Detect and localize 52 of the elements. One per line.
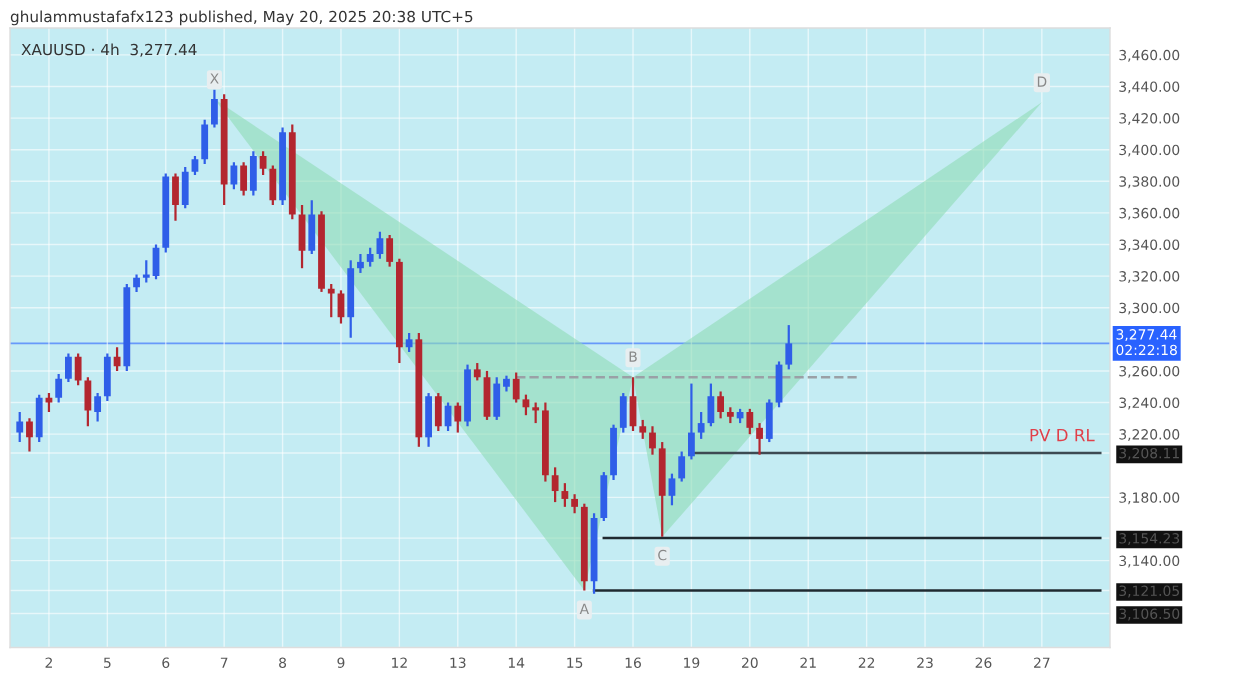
candlestick	[327, 282, 335, 319]
candlestick	[425, 391, 432, 448]
candlestick	[26, 417, 33, 453]
candlestick	[600, 470, 608, 523]
candlestick	[658, 440, 666, 538]
candlestick	[211, 88, 218, 129]
candlestick	[172, 172, 179, 222]
candlestick	[551, 466, 559, 504]
candlestick	[103, 352, 111, 403]
data-label: PV D RL	[1030, 428, 1095, 442]
candlestick	[249, 150, 257, 197]
candlestick	[94, 391, 102, 423]
candlestick	[55, 372, 63, 404]
candlestick	[45, 391, 53, 414]
candlestick	[649, 425, 656, 456]
candlestick	[454, 401, 462, 434]
candlestick	[16, 410, 24, 444]
candlestick	[386, 233, 394, 268]
candlestick	[678, 450, 686, 483]
candlestick	[240, 161, 248, 197]
candlestick	[84, 376, 92, 428]
candlestick	[405, 331, 413, 354]
candlestick	[181, 165, 189, 210]
candlestick	[639, 418, 647, 440]
candlestick	[707, 382, 715, 428]
candlestick	[746, 407, 754, 436]
candlestick	[35, 393, 43, 444]
candlestick	[571, 493, 579, 515]
candlestick	[668, 472, 676, 507]
candlestick	[532, 401, 540, 425]
candlestick	[561, 482, 569, 508]
candlestick	[230, 161, 238, 191]
candlestick	[765, 398, 773, 444]
candlestick	[619, 391, 627, 434]
candlestick	[697, 410, 705, 440]
candlestick	[756, 421, 763, 456]
candlestick	[785, 324, 793, 371]
candlestick	[366, 246, 374, 268]
candlestick	[201, 118, 209, 166]
candlestick	[259, 150, 267, 177]
candlestick	[610, 423, 617, 482]
candlestick	[512, 371, 520, 404]
candlestick	[357, 252, 364, 275]
candlestick	[434, 391, 442, 433]
candlestick	[688, 382, 695, 461]
candlestick	[65, 352, 72, 384]
candlestick	[717, 390, 725, 420]
candlestick	[308, 199, 316, 256]
candlestick	[269, 164, 277, 207]
candlestick	[298, 203, 306, 270]
candlestick	[191, 154, 199, 177]
candlestick	[74, 352, 82, 387]
